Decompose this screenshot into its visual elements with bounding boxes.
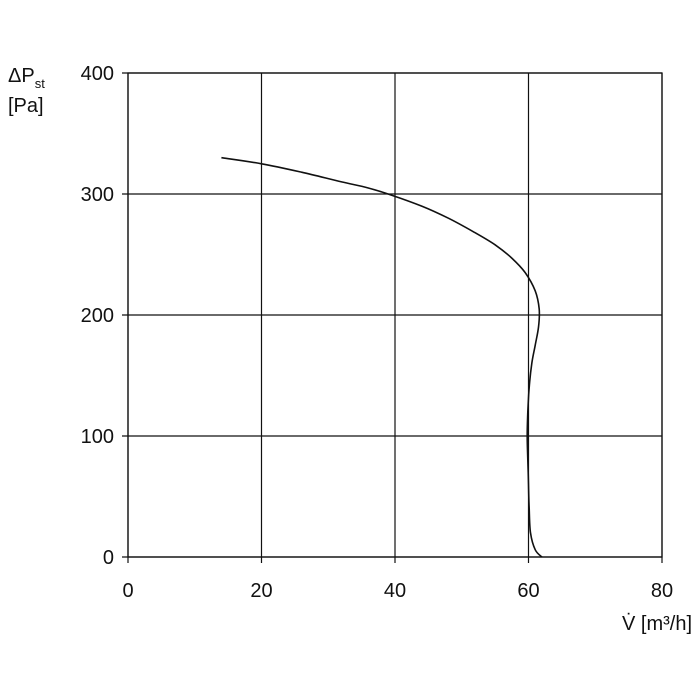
y-axis-ticks: 0 100 200 300 400 bbox=[81, 63, 114, 569]
y-axis-unit: [Pa] bbox=[8, 95, 44, 117]
y-axis-label: ΔPst bbox=[8, 65, 45, 91]
x-axis-ticks: 0 20 40 60 80 bbox=[122, 580, 673, 602]
plot-frame bbox=[127, 72, 663, 558]
y-tick-label: 400 bbox=[81, 63, 114, 85]
y-tick-label: 100 bbox=[81, 426, 114, 448]
x-tick-label: 80 bbox=[651, 580, 673, 602]
fan-curve-line bbox=[221, 156, 543, 558]
y-tick-label: 300 bbox=[81, 184, 114, 206]
y-tick-label: 0 bbox=[103, 547, 114, 569]
x-tick-label: 40 bbox=[384, 580, 406, 602]
y-axis-label-main: ΔP bbox=[8, 65, 35, 87]
x-tick-label: 60 bbox=[517, 580, 539, 602]
x-tick-label: 20 bbox=[250, 580, 272, 602]
y-axis-label-subscript: st bbox=[35, 76, 46, 91]
y-tick-label: 200 bbox=[81, 305, 114, 327]
x-axis-label: V̇ [m³/h] bbox=[622, 613, 692, 635]
x-tick-label: 0 bbox=[122, 580, 133, 602]
grid bbox=[122, 72, 663, 563]
